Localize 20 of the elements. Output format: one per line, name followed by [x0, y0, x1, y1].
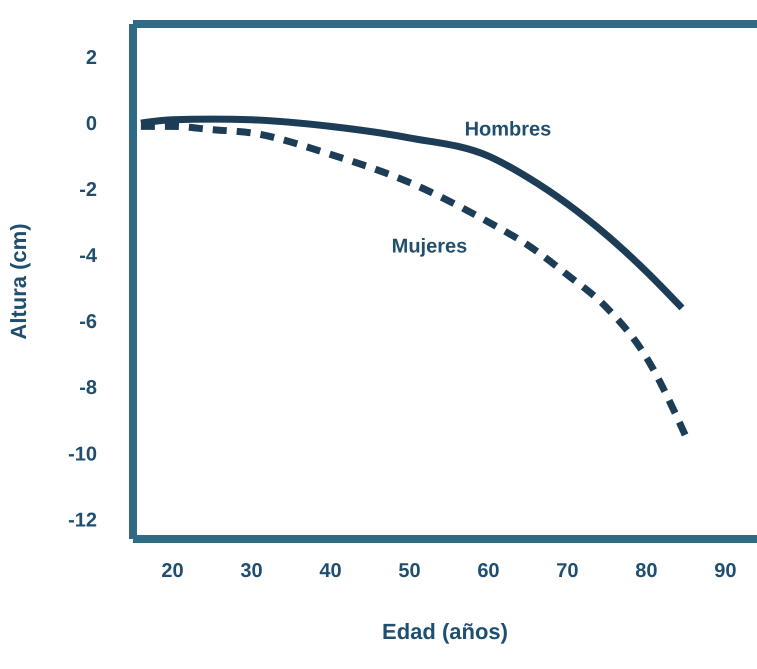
y-tick-label: -6	[79, 311, 97, 334]
y-tick-label: -2	[79, 179, 97, 202]
x-axis-title: Edad (años)	[382, 619, 508, 644]
x-tick-label: 70	[556, 560, 579, 582]
y-axis-title: Altura (cm)	[6, 223, 31, 340]
y-tick-label: -10	[68, 443, 97, 466]
x-tick-label: 50	[398, 560, 421, 582]
x-tick-label: 90	[714, 560, 737, 582]
y-tick-label: -12	[68, 509, 97, 532]
x-tick-label: 20	[161, 560, 184, 582]
series-label: Mujeres	[392, 235, 468, 258]
x-tick-label: 40	[319, 560, 342, 582]
series-label: Hombres	[464, 118, 552, 141]
x-tick-label: 60	[477, 560, 500, 582]
y-tick-label: -8	[79, 377, 97, 400]
x-tick-label: 30	[240, 560, 263, 582]
y-tick-label: -4	[79, 245, 98, 268]
x-tick-label: 80	[635, 560, 658, 582]
y-tick-label: 2	[86, 47, 97, 70]
y-tick-label: 0	[86, 113, 97, 136]
